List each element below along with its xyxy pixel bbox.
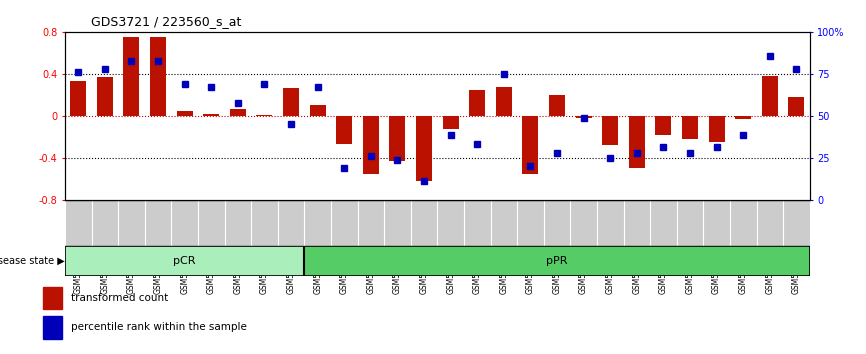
Bar	[97, 77, 113, 116]
Bar	[416, 116, 432, 181]
Bar	[602, 116, 618, 145]
Bar	[70, 81, 87, 116]
Bar	[124, 37, 139, 116]
Bar	[310, 105, 326, 116]
Bar	[336, 116, 352, 144]
Bar	[656, 116, 671, 135]
Text: disease state ▶: disease state ▶	[0, 256, 65, 266]
Bar	[204, 114, 219, 116]
Bar	[65, 246, 304, 276]
Bar	[576, 116, 591, 118]
Bar	[443, 116, 459, 129]
Text: transformed count: transformed count	[71, 293, 168, 303]
Bar	[735, 116, 751, 119]
Text: pPR: pPR	[546, 256, 568, 266]
Bar	[43, 316, 62, 338]
Bar	[682, 116, 698, 139]
Bar	[43, 286, 62, 309]
Bar	[788, 97, 805, 116]
Bar	[304, 246, 810, 276]
Bar	[496, 86, 512, 116]
Bar	[549, 95, 565, 116]
Text: percentile rank within the sample: percentile rank within the sample	[71, 322, 247, 332]
Bar	[708, 116, 725, 142]
Bar	[629, 116, 645, 169]
Bar	[229, 109, 246, 116]
Bar	[283, 87, 299, 116]
Text: GDS3721 / 223560_s_at: GDS3721 / 223560_s_at	[91, 15, 242, 28]
Bar	[762, 76, 778, 116]
Bar	[363, 116, 378, 174]
Bar	[150, 37, 166, 116]
Bar	[177, 111, 192, 116]
Bar	[469, 90, 485, 116]
Bar	[256, 115, 273, 116]
Text: pCR: pCR	[173, 256, 196, 266]
Bar	[390, 116, 405, 161]
Bar	[522, 116, 539, 174]
